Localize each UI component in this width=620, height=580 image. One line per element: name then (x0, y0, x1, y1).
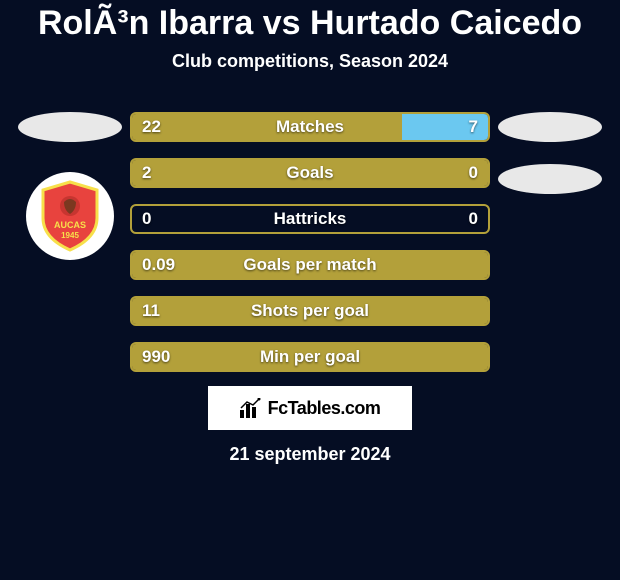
bar-value-right: 0 (469, 163, 478, 183)
stat-bar-hattricks: 0 Hattricks 0 (130, 204, 490, 234)
player-2-avatar-placeholder (498, 112, 602, 142)
stat-bar-goals: 2 Goals 0 (130, 158, 490, 188)
bar-label: Shots per goal (251, 301, 369, 321)
date-label: 21 september 2024 (229, 444, 390, 465)
main-container: RolÃ³n Ibarra vs Hurtado Caicedo Club co… (0, 0, 620, 580)
bar-value-left: 990 (142, 347, 170, 367)
bar-label: Hattricks (274, 209, 347, 229)
page-title: RolÃ³n Ibarra vs Hurtado Caicedo (38, 4, 582, 43)
stat-bar-goals-per-match: 0.09 Goals per match (130, 250, 490, 280)
subtitle: Club competitions, Season 2024 (172, 51, 448, 72)
svg-text:1945: 1945 (61, 231, 79, 240)
chart-icon (240, 398, 262, 418)
bar-value-left: 0.09 (142, 255, 175, 275)
fctables-logo[interactable]: FcTables.com (208, 386, 412, 430)
bar-fill-left (132, 114, 402, 140)
bar-label: Goals per match (243, 255, 376, 275)
bar-value-right: 0 (469, 209, 478, 229)
bar-value-left: 2 (142, 163, 151, 183)
content-row: AUCAS 1945 22Matches72Goals00Hattricks00… (0, 112, 620, 372)
stat-bar-min-per-goal: 990 Min per goal (130, 342, 490, 372)
team-2-logo-placeholder (498, 164, 602, 194)
svg-text:AUCAS: AUCAS (54, 220, 86, 230)
fctables-logo-text: FcTables.com (268, 398, 381, 419)
left-column: AUCAS 1945 (10, 112, 130, 260)
aucas-shield-icon: AUCAS 1945 (39, 180, 101, 252)
stat-bar-shots-per-goal: 11 Shots per goal (130, 296, 490, 326)
comparison-bars: 22 Matches 7 2 Goals 0 0 Hattricks 0 0.09 Goals pe… (130, 112, 490, 372)
right-column (490, 112, 610, 194)
bar-value-left: 22 (142, 117, 161, 137)
bar-value-left: 11 (142, 301, 160, 321)
stat-bar-matches: 22 Matches 7 (130, 112, 490, 142)
bar-value-left: 0 (142, 209, 151, 229)
bar-label: Goals (286, 163, 333, 183)
bar-value-right: 7 (469, 117, 478, 137)
bar-label: Min per goal (260, 347, 360, 367)
player-1-avatar-placeholder (18, 112, 122, 142)
team-logo-aucas: AUCAS 1945 (26, 172, 114, 260)
bar-label: Matches (276, 117, 344, 137)
